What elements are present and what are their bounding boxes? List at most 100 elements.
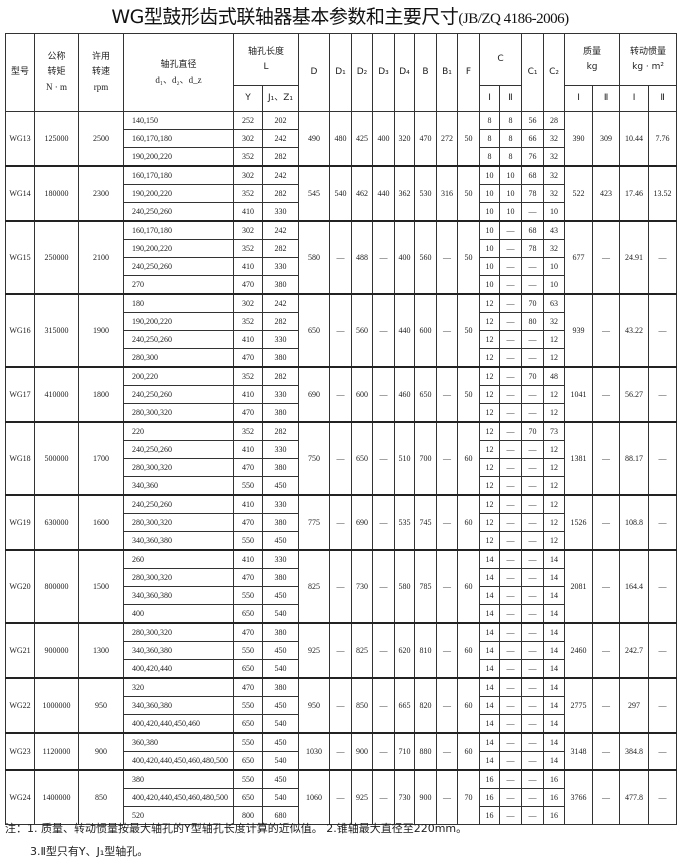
D1-cell: 480 <box>329 111 353 167</box>
c2-cell: 14 <box>543 641 566 660</box>
c-i-cell: 8 <box>479 111 501 130</box>
inertia-i-cell: 477.8 <box>619 769 650 825</box>
header-B: B <box>414 33 438 112</box>
B1-cell: — <box>436 549 459 624</box>
c2-cell: 63 <box>543 293 566 313</box>
c-ii-cell: — <box>499 239 523 258</box>
c2-cell: 32 <box>543 312 566 331</box>
length-y-cell: 470 <box>233 348 263 368</box>
length-j1-cell: 540 <box>261 788 300 807</box>
torque-cell: 410000 <box>34 366 79 423</box>
inertia-i-cell: 164.4 <box>619 549 650 624</box>
length-y-cell: 550 <box>233 476 263 496</box>
B-cell: 700 <box>414 421 438 496</box>
c1-cell: 78 <box>521 184 545 203</box>
length-y-cell: 410 <box>233 330 263 349</box>
c-ii-cell: 8 <box>499 147 523 167</box>
mass-i-cell: 1041 <box>564 366 594 423</box>
table-row: WG14 180000 2300 160,170,180 302 242 545 540 462… <box>5 165 678 222</box>
c1-cell: 76 <box>521 147 545 167</box>
c-i-cell: 12 <box>479 312 501 331</box>
c1-cell: — <box>521 275 545 295</box>
c-i-cell: 8 <box>479 147 501 167</box>
c2-cell: 32 <box>543 147 566 167</box>
table-row: 280,300,320 470 380 12— —12 <box>6 403 677 423</box>
bore-cell: 340,360 <box>123 476 234 496</box>
length-j1-cell: 450 <box>261 586 300 605</box>
F-cell: 60 <box>457 622 481 679</box>
torque-cell: 800000 <box>34 549 79 624</box>
c-i-cell: 12 <box>479 513 501 532</box>
model-cell: WG16 <box>5 293 35 368</box>
model-cell: WG15 <box>5 220 35 295</box>
B1-cell: — <box>436 677 459 734</box>
B-cell: 560 <box>414 220 438 295</box>
D-cell: 490 <box>298 111 331 167</box>
mass-i-cell: 2775 <box>564 677 594 734</box>
c1-cell: — <box>521 385 545 404</box>
c2-cell: 14 <box>543 586 566 605</box>
D2-cell: 462 <box>351 165 374 222</box>
c1-cell: — <box>521 696 545 715</box>
c-i-cell: 12 <box>479 458 501 477</box>
bore-cell: 280,300 <box>123 348 234 368</box>
c-ii-cell: 10 <box>499 202 523 222</box>
c-i-cell: 12 <box>479 366 501 386</box>
notes: 注：1. 质量、转动惯量按最大轴孔的Y型轴孔长度计算的近似值。 2.锥轴最大直径… <box>5 817 467 863</box>
table-row: 520 800 680 16— —16 <box>6 806 677 825</box>
table-row: WG23 1120000 900 360,380 550 450 1030—900—710 8… <box>5 732 678 771</box>
c1-cell: — <box>521 622 545 642</box>
F-cell: 50 <box>457 111 481 167</box>
mass-i-cell: 1526 <box>564 494 594 551</box>
c-ii-cell: — <box>499 403 523 423</box>
length-y-cell: 550 <box>233 531 263 551</box>
c2-cell: 14 <box>543 568 566 587</box>
length-j1-cell: 330 <box>261 494 300 514</box>
header-Y: Y <box>233 85 263 112</box>
header-C-II: Ⅱ <box>499 85 523 112</box>
D3-cell: 440 <box>372 165 396 222</box>
c2-cell: 14 <box>543 714 566 734</box>
D4-cell: 620 <box>394 622 416 679</box>
header-C-I: Ⅰ <box>479 85 501 112</box>
length-j1-cell: 242 <box>261 220 300 240</box>
bore-cell: 320 <box>123 677 234 697</box>
length-j1-cell: 330 <box>261 257 300 276</box>
length-y-cell: 302 <box>233 220 263 240</box>
c2-cell: 12 <box>543 476 566 496</box>
c2-cell: 12 <box>543 385 566 404</box>
D4-cell: 710 <box>394 732 416 771</box>
c2-cell: 10 <box>543 257 566 276</box>
c1-cell: — <box>521 458 545 477</box>
c-i-cell: 10 <box>479 184 501 203</box>
c-i-cell: 12 <box>479 385 501 404</box>
c-i-cell: 12 <box>479 293 501 313</box>
c-ii-cell: — <box>499 513 523 532</box>
mass-ii-cell: 309 <box>592 111 621 167</box>
length-y-cell: 470 <box>233 275 263 295</box>
model-cell: WG20 <box>5 549 35 624</box>
D-cell: 650 <box>298 293 331 368</box>
length-y-cell: 302 <box>233 293 263 313</box>
F-cell: 50 <box>457 366 481 423</box>
c-i-cell: 16 <box>479 769 501 789</box>
bore-cell: 280,300,320 <box>123 403 234 423</box>
length-y-cell: 352 <box>233 312 263 331</box>
mass-ii-cell: — <box>592 769 621 825</box>
bore-cell: 280,300,320 <box>123 568 234 587</box>
c-i-cell: 10 <box>479 239 501 258</box>
torque-cell: 125000 <box>34 111 79 167</box>
model-cell: WG17 <box>5 366 35 423</box>
inertia-i-cell: 17.46 <box>619 165 650 222</box>
c-i-cell: 14 <box>479 677 501 697</box>
c1-cell: — <box>521 330 545 349</box>
mass-ii-cell: — <box>592 494 621 551</box>
inertia-ii-cell: — <box>648 220 678 295</box>
mass-i-cell: 522 <box>564 165 594 222</box>
length-j1-cell: 540 <box>261 714 300 734</box>
D1-cell: — <box>329 421 353 496</box>
length-j1-cell: 330 <box>261 440 300 459</box>
c1-cell: — <box>521 788 545 807</box>
c1-cell: — <box>521 568 545 587</box>
inertia-i-cell: 297 <box>619 677 650 734</box>
